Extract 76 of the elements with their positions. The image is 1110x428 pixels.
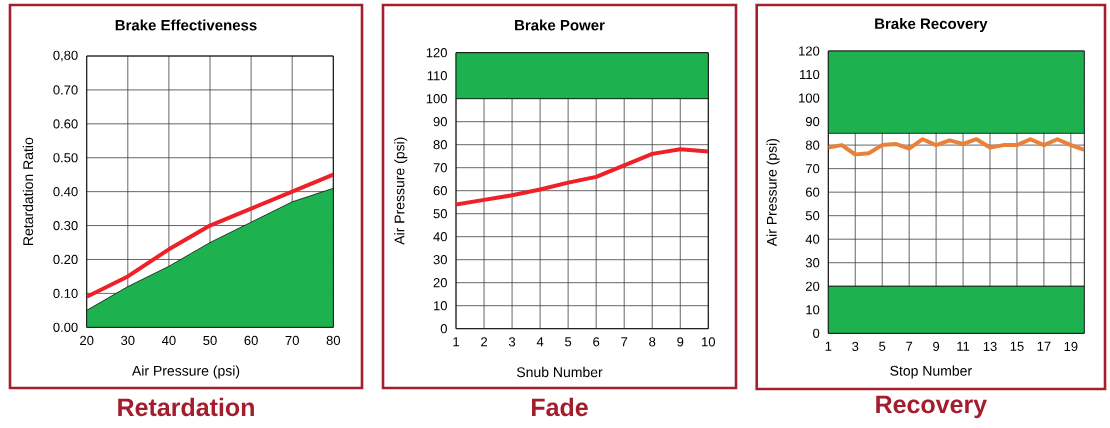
x-tick-label: 3 (508, 337, 516, 347)
y-tick-label: 0.50 (53, 153, 78, 163)
x-tick-label: 50 (203, 335, 217, 346)
y-tick-label: 0.70 (53, 85, 78, 95)
y-tick-label: 10 (806, 305, 820, 315)
y-tick-label: 40 (805, 234, 820, 244)
x-tick-label: 30 (121, 335, 135, 346)
chart-title: Brake Recovery (875, 18, 988, 32)
y-tick-label: 0.20 (53, 254, 78, 265)
x-tick-label: 1 (825, 341, 832, 351)
y-tick-label: 70 (433, 163, 447, 173)
y-tick-label: 30 (805, 258, 820, 268)
y-tick-label: 50 (433, 209, 447, 219)
x-tick-label: 70 (285, 335, 299, 346)
y-tick-label: 80 (805, 140, 820, 150)
chart-title: Brake Effectiveness (115, 19, 257, 31)
y-tick-label: 80 (433, 140, 447, 150)
chart-title: Brake Power (515, 19, 605, 31)
x-tick-label: 13 (983, 341, 997, 352)
x-axis-title: Air Pressure (psi) (131, 365, 240, 379)
x-tick-label: 4 (536, 337, 544, 347)
text: Recovery (876, 395, 987, 419)
text: Retardation (118, 397, 254, 417)
y-tick-label: 110 (800, 69, 820, 80)
y-tick-label: 0 (813, 328, 820, 338)
y-tick-label: 30 (433, 255, 447, 265)
y-axis-title: Air Pressure (psi) (394, 137, 408, 245)
x-tick-label: 3 (852, 341, 859, 352)
y-tick-label: 40 (433, 232, 447, 242)
y-tick-label: 0.30 (53, 220, 78, 231)
y-tick-label: 0.60 (53, 119, 78, 129)
y-tick-label: 0.40 (53, 187, 78, 197)
y-tick-label: 60 (805, 187, 820, 197)
x-tick-label: 15 (1010, 341, 1024, 351)
x-tick-label: 9 (677, 337, 684, 347)
y-tick-label: 70 (805, 164, 820, 174)
y-tick-label: 20 (805, 281, 820, 291)
x-tick-label: 5 (565, 337, 572, 347)
x-tick-label: 19 (1064, 341, 1078, 352)
x-axis-title: Snub Number (516, 366, 603, 378)
x-axis-title: Stop Number (890, 365, 972, 379)
x-tick-label: 7 (621, 337, 628, 347)
x-tick-label: 11 (957, 341, 970, 351)
y-tick-label: 0.10 (53, 288, 78, 298)
x-tick-label: 2 (481, 337, 487, 347)
x-tick-label: 10 (702, 337, 716, 347)
x-tick-label: 8 (649, 337, 656, 347)
y-axis-title: Retardation Ratio (22, 137, 34, 245)
x-tick-label: 1 (453, 337, 459, 347)
y-tick-label: 60 (433, 186, 447, 196)
line-series (86, 172, 334, 299)
y-tick-label: 90 (805, 116, 820, 127)
y-tick-label: 120 (426, 48, 447, 58)
y-tick-label: 100 (799, 93, 820, 103)
y-tick-label: 0 (440, 324, 447, 334)
y-tick-label: 10 (434, 301, 447, 311)
y-axis-title: Air Pressure (psi) (766, 138, 780, 247)
x-tick-label: 6 (593, 337, 600, 347)
x-tick-label: 17 (1037, 341, 1051, 351)
y-tick-label: 90 (433, 117, 447, 127)
y-tick-label: 120 (799, 46, 820, 56)
y-tick-label: 20 (433, 278, 447, 288)
y-tick-label: 100 (426, 94, 447, 104)
x-tick-label: 40 (161, 335, 176, 346)
y-tick-label: 0,80 (53, 50, 78, 62)
y-tick-label: 0.00 (53, 322, 78, 332)
line-series (828, 137, 1085, 157)
x-tick-label: 20 (80, 335, 94, 346)
x-tick-label: 60 (244, 335, 258, 346)
y-tick-label: 50 (805, 211, 820, 221)
x-tick-label: 9 (933, 341, 940, 352)
y-tick-label: 110 (427, 71, 447, 81)
x-tick-label: 80 (326, 335, 341, 346)
text: Fade (532, 397, 588, 417)
x-tick-label: 7 (906, 341, 913, 351)
x-tick-label: 5 (879, 341, 886, 351)
